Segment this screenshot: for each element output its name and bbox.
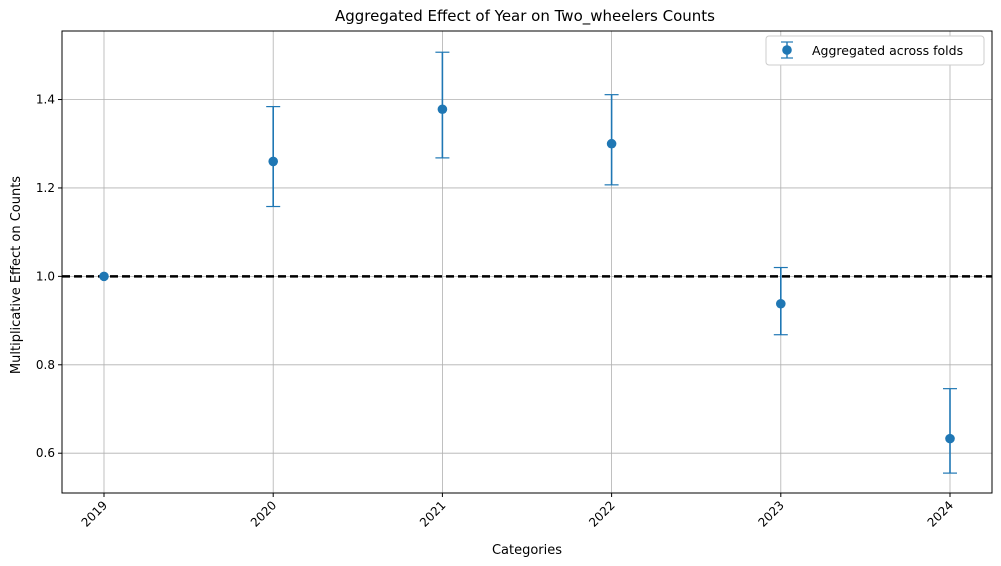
chart-title: Aggregated Effect of Year on Two_wheeler… <box>335 7 715 26</box>
legend-box <box>765 35 985 66</box>
data-point <box>437 104 448 115</box>
data-point <box>99 271 109 282</box>
legend-point <box>782 45 792 55</box>
y-axis-label: Multiplicative Effect on Counts <box>9 176 24 374</box>
y-tick-label: 0.8 <box>36 358 55 372</box>
legend-marker <box>781 41 793 59</box>
data-point <box>268 156 279 167</box>
data-point <box>776 298 786 309</box>
x-axis-label: Categories <box>492 543 562 558</box>
data-layer <box>99 51 957 474</box>
legend: Aggregated across folds <box>765 35 985 66</box>
data-point <box>606 138 617 149</box>
y-tick-label: 1.0 <box>36 269 55 283</box>
legend-label: Aggregated across folds <box>812 43 963 58</box>
plot-frame <box>61 30 993 494</box>
y-tick-label: 1.2 <box>36 181 55 195</box>
y-tick-label: 0.6 <box>36 446 55 460</box>
y-tick-label: 1.4 <box>36 93 55 107</box>
data-point <box>945 433 955 444</box>
